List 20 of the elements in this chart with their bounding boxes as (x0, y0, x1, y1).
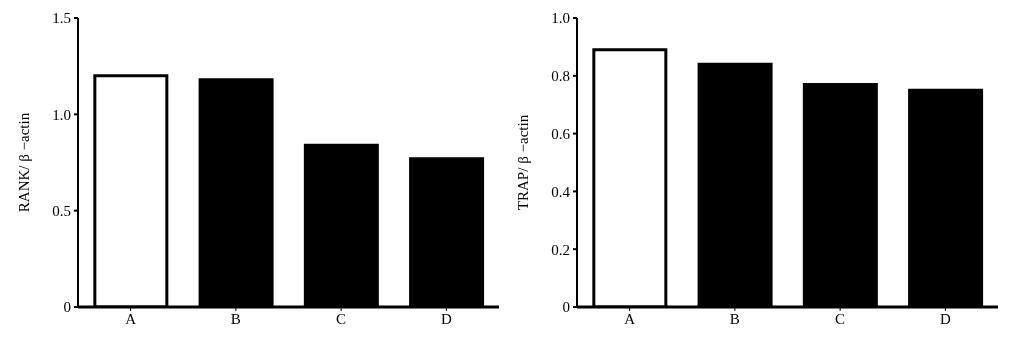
x-tick-label: A (624, 310, 636, 327)
x-tick-label: B (230, 310, 241, 327)
x-tick-label: D (939, 310, 951, 327)
y-axis-title: RANK/ β −actin (16, 112, 33, 213)
y-axis-title: TRAP/ β −actin (515, 114, 532, 211)
x-tick-label: B (729, 310, 740, 327)
y-tick-label: 0.5 (52, 202, 71, 219)
y-tick-label: 1.0 (52, 106, 71, 123)
x-tick-label: C (835, 310, 846, 327)
y-tick-label: 0.2 (551, 241, 570, 258)
y-tick-label: 0 (63, 299, 71, 316)
y-tick-label: 0.4 (551, 183, 571, 200)
y-tick-label: 0 (562, 299, 570, 316)
y-tick-label: 1.5 (52, 10, 71, 27)
x-tick-label: C (336, 310, 347, 327)
y-tick-label: 0.8 (551, 68, 570, 85)
y-tick-label: 0.6 (551, 125, 571, 142)
x-tick-label: D (440, 310, 452, 327)
x-tick-label: A (125, 310, 137, 327)
y-tick-label: 1.0 (551, 10, 570, 27)
